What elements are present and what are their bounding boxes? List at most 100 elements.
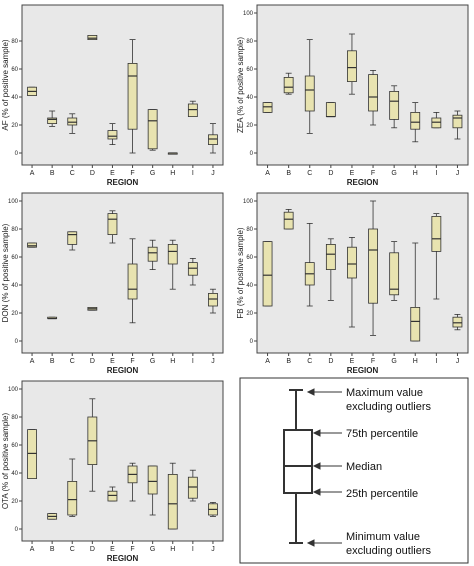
y-tick-label: 100 [8, 387, 19, 393]
box-i [431, 213, 442, 300]
x-tick-label: B [286, 170, 291, 177]
x-tick-label: F [371, 170, 375, 177]
x-tick-label: E [350, 358, 355, 365]
legend-min-label-line1: Minimum value [346, 531, 420, 543]
box-b [47, 316, 58, 320]
x-tick-label: G [150, 546, 155, 553]
iqr-box [283, 77, 294, 94]
y-tick-label: 60 [246, 255, 253, 261]
y-axis-label: DON (% of positive sample) [1, 223, 10, 322]
iqr-box [347, 50, 357, 82]
iqr-box [147, 246, 158, 262]
legend-frame [239, 377, 469, 564]
y-tick-label: 80 [246, 227, 253, 233]
box-f [127, 238, 138, 324]
x-tick-label: A [30, 546, 35, 553]
x-tick-label: F [130, 358, 134, 365]
box-f [368, 200, 378, 336]
iqr-box [283, 211, 294, 230]
iqr-box [107, 130, 118, 140]
iqr-box [431, 117, 442, 129]
box-c [67, 231, 78, 251]
iqr-box [67, 480, 78, 516]
box-h [167, 239, 178, 290]
iqr-box [167, 243, 178, 265]
x-tick-label: J [456, 358, 460, 365]
x-tick-label: D [90, 358, 95, 365]
iqr-box [452, 114, 463, 129]
y-tick-label: 60 [11, 443, 18, 449]
iqr-box [107, 213, 118, 236]
x-tick-label: A [30, 358, 35, 365]
legend-max-label-line1: Maximum value [346, 387, 423, 399]
y-axis-label: ZEA (% of positive sample) [236, 37, 245, 133]
y-tick-label: 0 [250, 151, 254, 157]
box-j [452, 313, 463, 331]
boxplot-legend: Maximum value excluding outliers 75th pe… [239, 377, 469, 564]
y-tick-label: 0 [15, 527, 19, 533]
iqr-box [452, 316, 463, 328]
y-tick-label: 20 [246, 311, 253, 317]
y-tick-label: 100 [8, 199, 19, 205]
box-c [304, 39, 315, 134]
box-h [167, 152, 178, 155]
y-tick-label: 40 [246, 283, 253, 289]
box-g [389, 241, 400, 301]
box-c [67, 113, 78, 134]
x-tick-label: G [150, 170, 155, 177]
iqr-box [27, 242, 37, 248]
plot-area [21, 4, 224, 166]
box-i [187, 100, 198, 117]
x-tick-label: G [391, 358, 396, 365]
x-tick-label: D [328, 170, 333, 177]
y-tick-label: 100 [243, 11, 254, 17]
legend-median-label: Median [346, 461, 382, 473]
x-tick-label: H [413, 170, 418, 177]
x-tick-label: H [413, 358, 418, 365]
iqr-box [262, 241, 273, 307]
x-tick-label: B [286, 358, 291, 365]
x-tick-label: C [307, 358, 312, 365]
chart-zea: 0 20 40 60 80 100 ZEA (% of positive sample) RE… [236, 4, 469, 187]
iqr-box [347, 246, 357, 279]
x-axis-label: REGION [347, 366, 379, 375]
iqr-box [208, 292, 218, 307]
y-tick-label: 80 [11, 415, 18, 421]
x-axis-label: REGION [347, 178, 379, 187]
box-g [389, 85, 400, 129]
box-g [147, 465, 158, 516]
y-tick-label: 40 [11, 283, 18, 289]
y-tick-label: 100 [243, 199, 254, 205]
y-tick-label: 20 [11, 123, 18, 129]
x-tick-label: J [456, 170, 460, 177]
y-tick-label: 20 [11, 499, 18, 505]
box-a [27, 86, 37, 96]
y-axis-label: OTA (% of positive sample) [1, 413, 10, 510]
iqr-box [167, 473, 178, 530]
x-tick-label: H [170, 170, 175, 177]
chart-fb: 0 20 40 60 80 100 FB (% of positive sample) REG… [236, 192, 469, 375]
legend-min-label-line2: excluding outliers [346, 545, 431, 557]
y-axis-label: AF (% of positive sample) [1, 39, 10, 130]
x-tick-label: C [307, 170, 312, 177]
x-tick-label: I [192, 546, 194, 553]
legend-arrows [306, 388, 342, 547]
x-tick-label: B [50, 546, 55, 553]
legend-box [283, 429, 313, 494]
box-f [368, 70, 378, 126]
y-tick-label: 40 [246, 95, 253, 101]
box-j [452, 110, 463, 140]
iqr-box [187, 262, 198, 276]
box-e [107, 123, 118, 146]
box-i [187, 469, 198, 502]
x-tick-label: C [70, 358, 75, 365]
legend-labels: Maximum value excluding outliers 75th pe… [346, 387, 431, 557]
iqr-box [127, 263, 138, 300]
x-tick-label: E [350, 170, 355, 177]
box-j [208, 501, 218, 517]
y-tick-label: 80 [246, 39, 253, 45]
box-a [262, 241, 273, 307]
x-tick-label: D [328, 358, 333, 365]
chart-panels: 0 20 40 60 80 AF (% of positive sample) REGION… [1, 4, 469, 563]
